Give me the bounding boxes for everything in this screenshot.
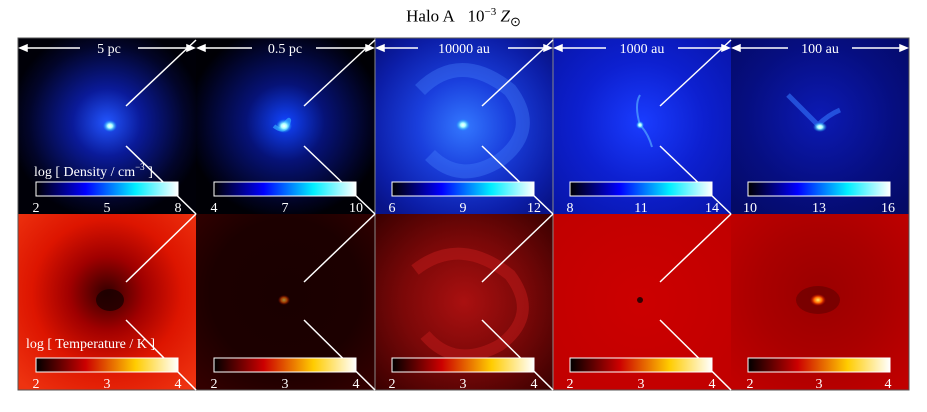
density-cb5-min: 10	[743, 201, 757, 216]
density-cb4-min: 8	[567, 201, 574, 216]
temperature-hot-spot-2	[278, 295, 290, 305]
figure-title: Halo A 10−3 Z⊙	[0, 6, 927, 30]
temp-cb2-min: 2	[211, 377, 218, 392]
temp-cb1-mid: 3	[104, 377, 111, 392]
temperature-row-label: log [ Temperature / K ]	[26, 337, 155, 352]
density-core-2	[276, 119, 292, 133]
density-cb4-max: 14	[705, 201, 719, 216]
density-cb3-min: 6	[389, 201, 396, 216]
density-cb3-mid: 9	[460, 201, 467, 216]
temp-cb3-max: 4	[531, 377, 538, 392]
temperature-hot-spot-5	[810, 294, 826, 306]
density-core-1	[103, 120, 117, 132]
panel-frame	[17, 37, 910, 391]
temp-cb5-min: 2	[747, 377, 754, 392]
temp-cb4-mid: 3	[638, 377, 645, 392]
scale-label-4: 1000 au	[620, 42, 665, 57]
temperature-dark-spot-4	[637, 297, 643, 303]
temp-cb2-mid: 3	[282, 377, 289, 392]
scale-label-2: 0.5 pc	[268, 42, 302, 57]
density-core-4	[636, 121, 644, 129]
title-sun-symbol: ⊙	[509, 14, 521, 30]
density-cb1-min: 2	[33, 201, 40, 216]
density-core-5	[813, 122, 827, 132]
scale-label-1: 5 pc	[97, 42, 121, 57]
density-cb4-mid: 11	[634, 201, 647, 216]
scale-label-3: 10000 au	[438, 42, 490, 57]
temp-cb3-mid: 3	[460, 377, 467, 392]
zoom-lines	[125, 39, 732, 391]
temp-cb4-max: 4	[709, 377, 716, 392]
scale-bars	[18, 43, 909, 53]
density-cb1-mid: 5	[104, 201, 111, 216]
title-prefix: Halo A	[406, 6, 455, 26]
temp-cb1-max: 4	[175, 377, 182, 392]
density-colorbars	[35, 181, 891, 197]
title-metallicity-base: 10	[467, 6, 485, 26]
density-spiral-3	[415, 63, 530, 179]
temperature-swirl-3	[411, 247, 529, 362]
temp-cb1-min: 2	[33, 377, 40, 392]
density-cb1-max: 8	[175, 201, 182, 216]
density-cb5-mid: 13	[812, 201, 826, 216]
density-cb2-max: 10	[349, 201, 363, 216]
title-metallicity-symbol: Z	[500, 6, 510, 26]
density-row-label: log [ Density / cm−3 ]	[34, 162, 153, 180]
scale-label-5: 100 au	[801, 42, 839, 57]
title-metallicity-exp: −3	[484, 6, 497, 18]
temp-cb2-max: 4	[353, 377, 360, 392]
density-cb3-max: 12	[527, 201, 541, 216]
temperature-dark-spot-1	[96, 289, 124, 311]
density-cb2-mid: 7	[282, 201, 289, 216]
density-cb5-max: 16	[881, 201, 895, 216]
temp-cb4-min: 2	[567, 377, 574, 392]
temperature-colorbars	[35, 357, 891, 373]
temp-cb5-mid: 3	[816, 377, 823, 392]
temp-cb3-min: 2	[389, 377, 396, 392]
density-cb2-min: 4	[211, 201, 218, 216]
density-core-3	[456, 119, 470, 131]
temp-cb5-max: 4	[885, 377, 892, 392]
